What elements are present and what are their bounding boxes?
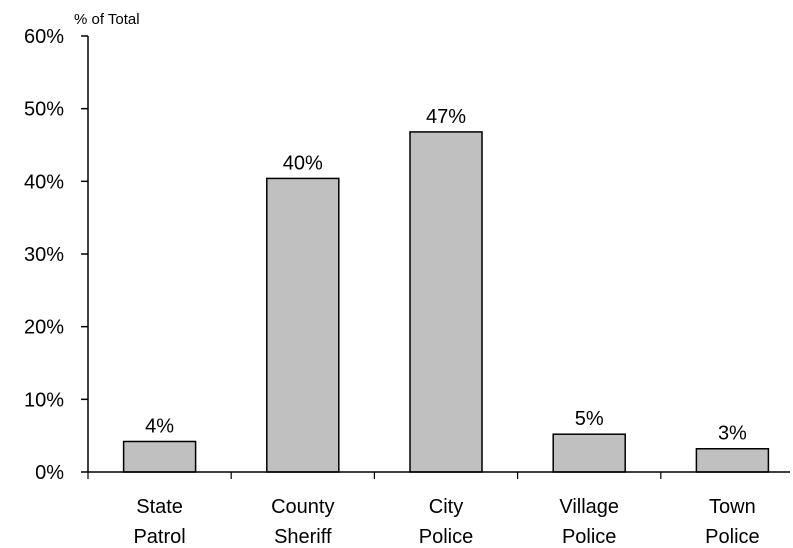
category-label: Village [559, 496, 619, 518]
data-label: 3% [718, 423, 747, 445]
category-label: Police [562, 526, 616, 548]
bar [266, 177, 340, 473]
y-tick-label: 30% [24, 244, 64, 266]
y-tick-label: 10% [24, 389, 64, 411]
data-label: 5% [575, 408, 604, 430]
category-label: Sheriff [274, 526, 332, 548]
bar [409, 131, 483, 473]
y-axis-label: % of Total [74, 11, 140, 28]
y-tick-label: 20% [24, 317, 64, 339]
category-label: Patrol [133, 526, 185, 548]
data-label: 4% [145, 415, 174, 437]
bar [695, 447, 770, 473]
x-axis-ticks [87, 472, 662, 479]
data-label: 47% [426, 106, 466, 128]
data-labels: 4% 40% 47% 5% 3% [145, 106, 747, 445]
y-tick-label: 40% [24, 171, 64, 193]
category-label: Town [709, 496, 756, 518]
bar [552, 433, 626, 473]
category-label: Police [419, 526, 473, 548]
category-label: Police [705, 526, 759, 548]
y-tick-label: 0% [35, 462, 64, 484]
data-label: 40% [283, 152, 323, 174]
bar [122, 440, 197, 473]
category-label: State [136, 496, 183, 518]
category-labels: State Patrol County Sheriff City Police Villag… [133, 496, 759, 548]
y-tick-label: 50% [24, 99, 64, 121]
category-label: City [429, 496, 463, 518]
y-tick-label: 60% [24, 26, 64, 48]
bars [122, 131, 770, 473]
category-label: County [271, 496, 334, 518]
y-axis-ticks: 0% 10% 20% 30% 40% 50% 60% [24, 26, 88, 484]
